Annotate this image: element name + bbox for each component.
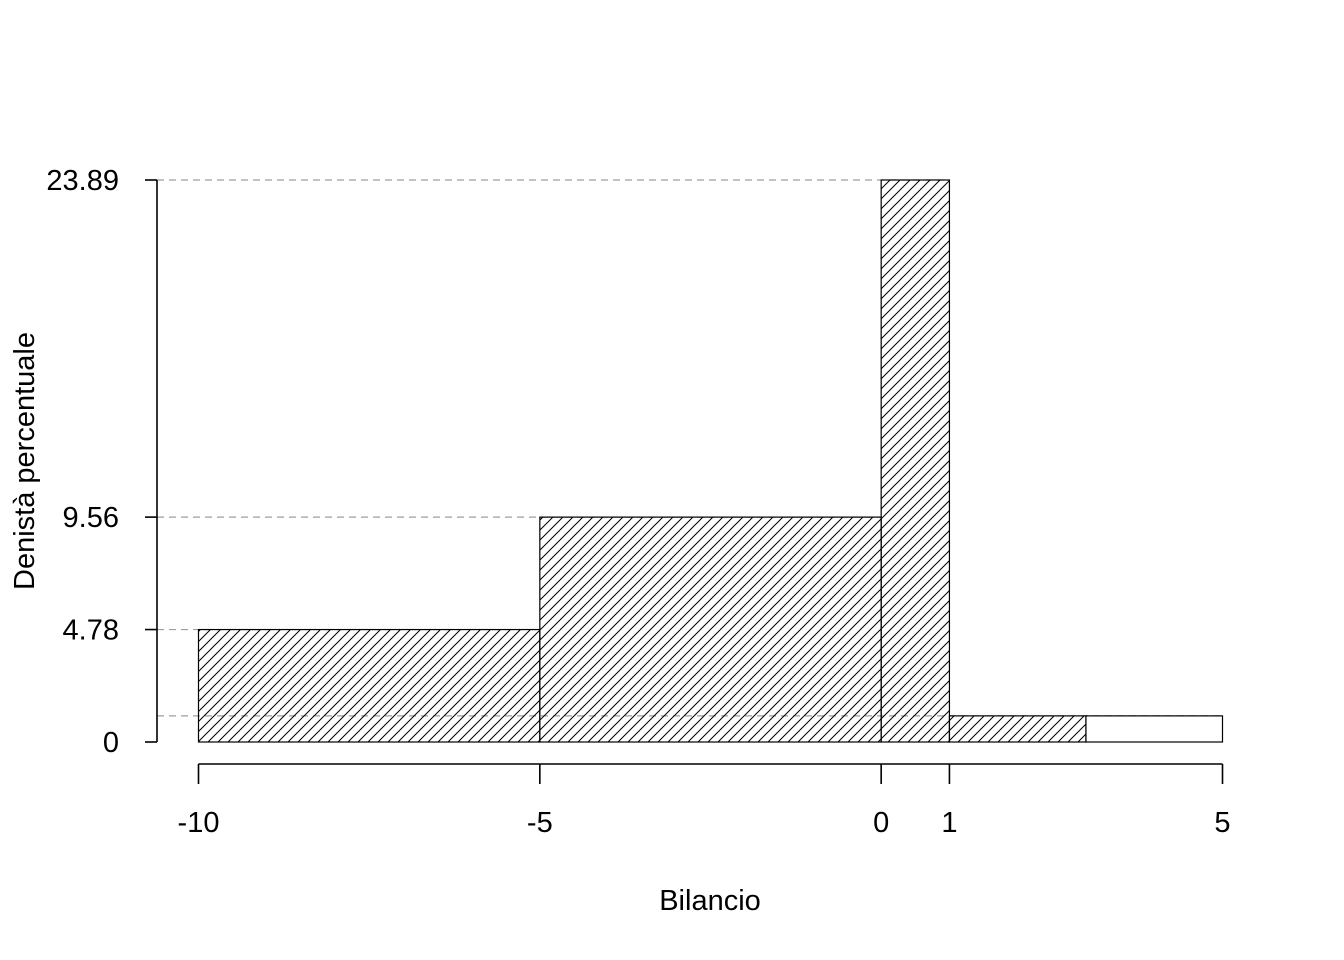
histogram-bar bbox=[539, 516, 882, 743]
x-tick-label: 0 bbox=[873, 807, 889, 839]
histogram-bars bbox=[197, 179, 1224, 743]
x-tick-label: 5 bbox=[1214, 807, 1230, 839]
histogram-bar bbox=[948, 715, 1087, 743]
y-axis: 0 4.78 9.56 23.89 bbox=[46, 165, 158, 759]
x-tick-label: 1 bbox=[941, 807, 957, 839]
x-axis-title: Bilancio bbox=[659, 885, 761, 917]
x-tick-label: -10 bbox=[178, 807, 220, 839]
y-axis-title: Denistà percentuale bbox=[9, 332, 41, 590]
x-tick-label: -5 bbox=[527, 807, 553, 839]
histogram-bar bbox=[880, 179, 951, 743]
y-tick-label: 4.78 bbox=[63, 615, 119, 647]
y-tick-label: 0 bbox=[103, 727, 119, 759]
y-tick-label: 23.89 bbox=[46, 165, 119, 197]
x-axis: -10 -5 0 1 5 bbox=[178, 763, 1231, 839]
histogram-bar bbox=[197, 628, 541, 743]
histogram-bar bbox=[1085, 715, 1224, 743]
y-tick-label: 9.56 bbox=[63, 502, 119, 534]
